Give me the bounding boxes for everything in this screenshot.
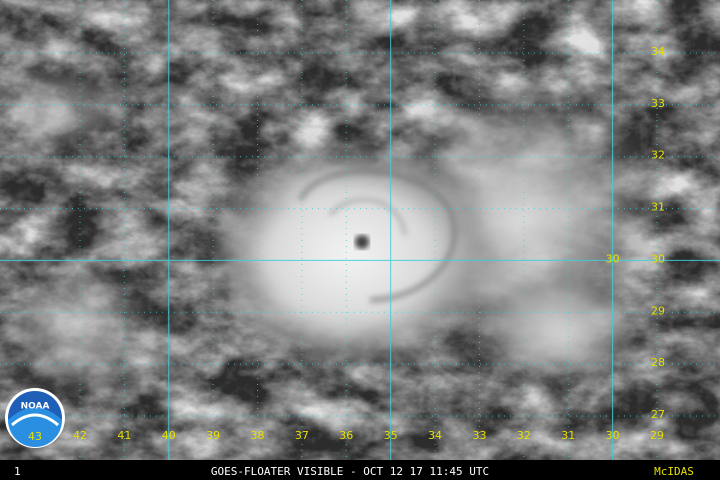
longitude-label: 34 — [428, 429, 442, 442]
longitude-label: 31 — [561, 429, 575, 442]
longitude-label: 33 — [472, 429, 486, 442]
longitude-label: 29 — [650, 429, 664, 442]
grid-labels: 42 41 40 39 38 37 36 35 34 33 32 31 30 29 34 33 32 31 30 29… — [73, 45, 665, 442]
latitude-label: 31 — [651, 201, 665, 214]
longitude-label: 38 — [251, 429, 265, 442]
latitude-label: 29 — [651, 304, 665, 317]
footer-bar — [0, 460, 720, 480]
grid — [0, 0, 720, 460]
longitude-label: 39 — [206, 429, 220, 442]
caption: GOES-FLOATER VISIBLE - OCT 12 17 11:45 U… — [211, 465, 489, 478]
latitude-label: 27 — [651, 408, 665, 421]
latitude-label: 33 — [651, 97, 665, 110]
longitude-label: 32 — [517, 429, 531, 442]
frame-number: 1 — [14, 465, 21, 478]
longitude-label: 42 — [73, 429, 87, 442]
longitude-label-inner: 30 — [606, 252, 620, 265]
eye — [355, 235, 369, 249]
noaa-logo: NOAA 43 — [5, 388, 65, 448]
latitude-label: 34 — [651, 45, 665, 58]
hurricane — [0, 65, 670, 400]
latitude-label: 30 — [651, 252, 665, 265]
credit: McIDAS — [654, 465, 694, 478]
longitude-label: 41 — [117, 429, 131, 442]
longitude-label: 37 — [295, 429, 309, 442]
longitude-label: 40 — [162, 429, 176, 442]
latitude-label: 28 — [651, 356, 665, 369]
latitude-label: 32 — [651, 149, 665, 162]
longitude-label: 30 — [606, 429, 620, 442]
logo-number: 43 — [28, 430, 42, 443]
longitude-label: 35 — [384, 429, 398, 442]
logo-text: NOAA — [21, 402, 50, 412]
rainbands — [297, 168, 458, 303]
longitude-label: 36 — [339, 429, 353, 442]
